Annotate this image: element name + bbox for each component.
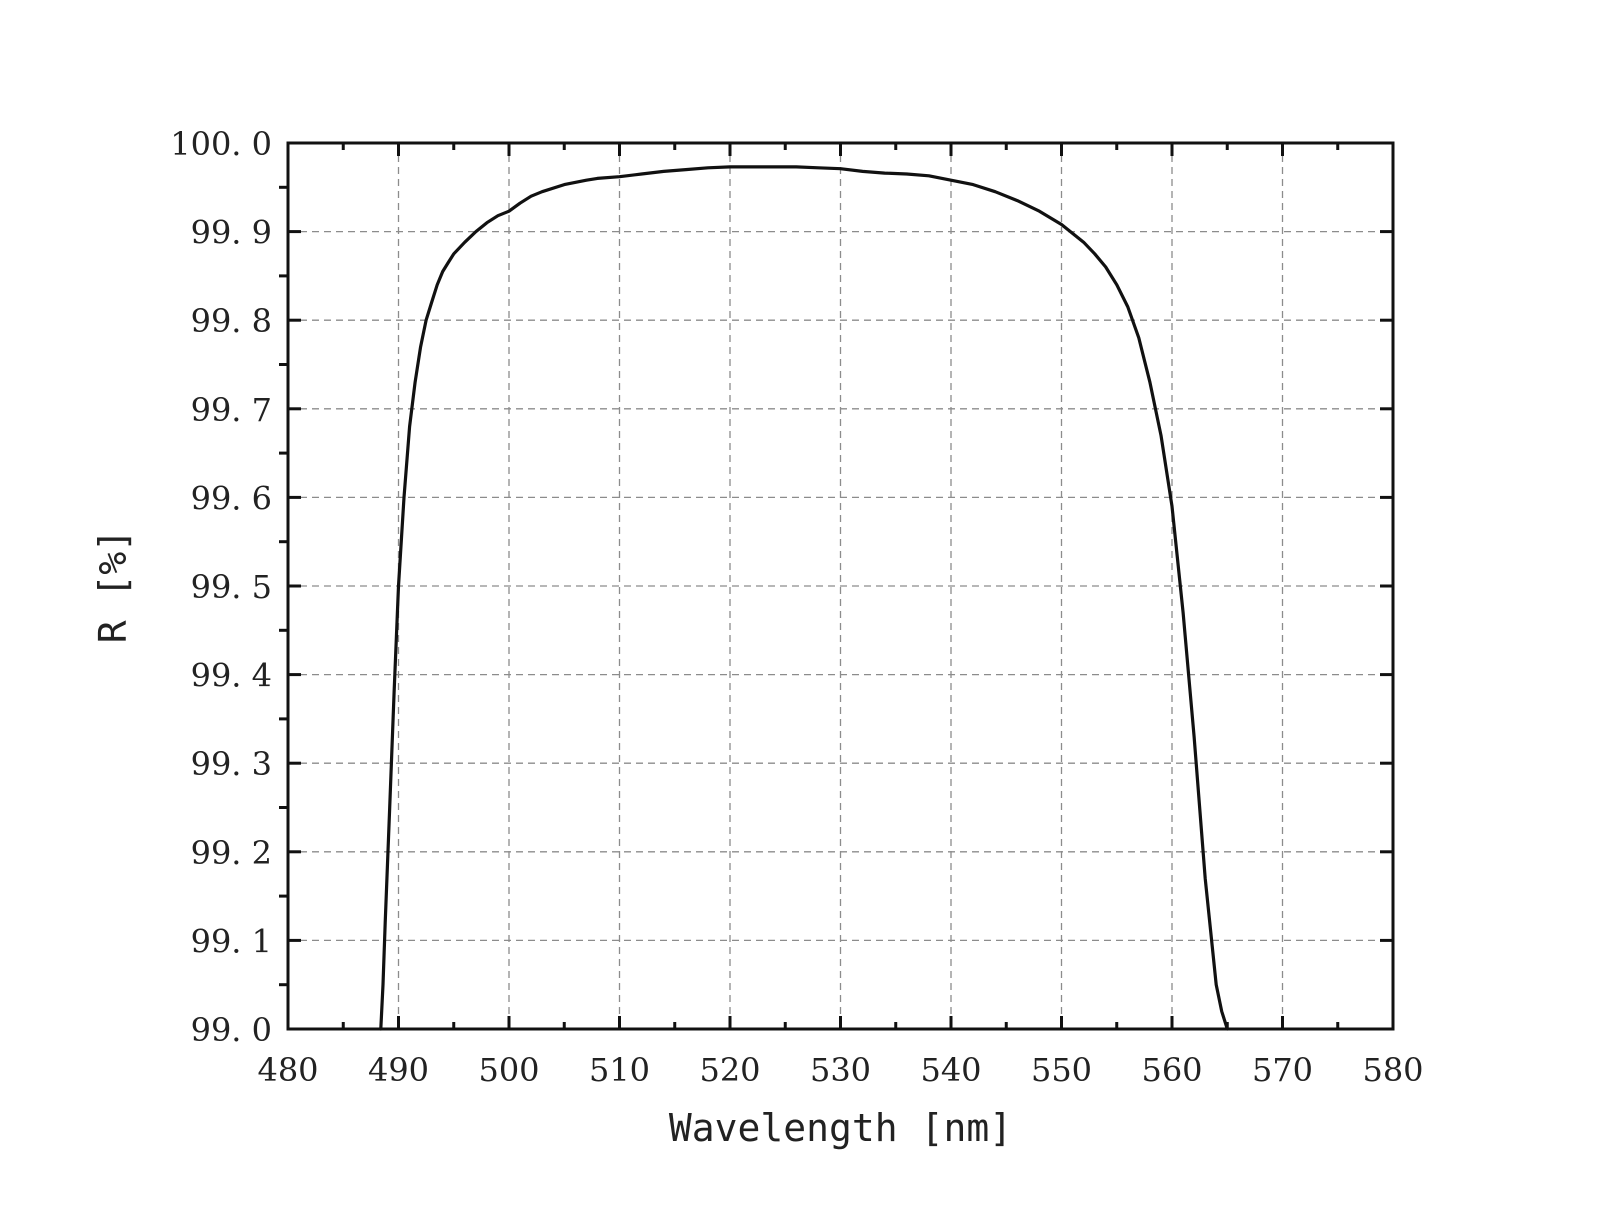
y-tick-label: 99. 9 [191, 214, 272, 252]
y-tick-label: 99. 2 [191, 834, 272, 872]
x-tick-label: 560 [1141, 1051, 1202, 1089]
x-tick-label: 530 [810, 1051, 871, 1089]
x-tick-labels: 480 490 500 510 520 530 540 550 560 570 580 [257, 1051, 1423, 1089]
x-tick-label: 500 [478, 1051, 539, 1089]
x-tick-label: 510 [589, 1051, 650, 1089]
series-layer [379, 165, 1229, 1031]
y-tick-label: 100. 0 [170, 125, 272, 163]
x-tick-label: 580 [1362, 1051, 1423, 1089]
x-tick-label: 480 [257, 1051, 318, 1089]
x-tick-label: 550 [1031, 1051, 1092, 1089]
y-tick-label: 99. 7 [191, 391, 272, 429]
x-tick-label: 490 [368, 1051, 429, 1089]
x-tick-label: 520 [699, 1051, 760, 1089]
y-axis-title: R [%] [91, 529, 135, 643]
y-tick-label: 99. 3 [191, 745, 272, 783]
x-tick-label: 570 [1252, 1051, 1313, 1089]
y-tick-label: 99. 4 [191, 657, 272, 695]
y-tick-label: 99. 0 [191, 1011, 272, 1049]
y-tick-labels: 99. 0 99. 1 99. 2 99. 3 99. 4 99. 5 99. 6 99. 7… [170, 125, 272, 1049]
x-axis-title: Wavelength [nm] [669, 1106, 1012, 1150]
axis-ticks [279, 141, 1395, 1031]
reflectance-series-line [379, 165, 1229, 1031]
x-tick-label: 540 [920, 1051, 981, 1089]
y-tick-label: 99. 6 [191, 479, 272, 517]
grid-lines [288, 143, 1393, 1029]
y-tick-label: 99. 1 [191, 922, 272, 960]
y-tick-label: 99. 8 [191, 302, 272, 340]
y-tick-label: 99. 5 [191, 568, 272, 606]
